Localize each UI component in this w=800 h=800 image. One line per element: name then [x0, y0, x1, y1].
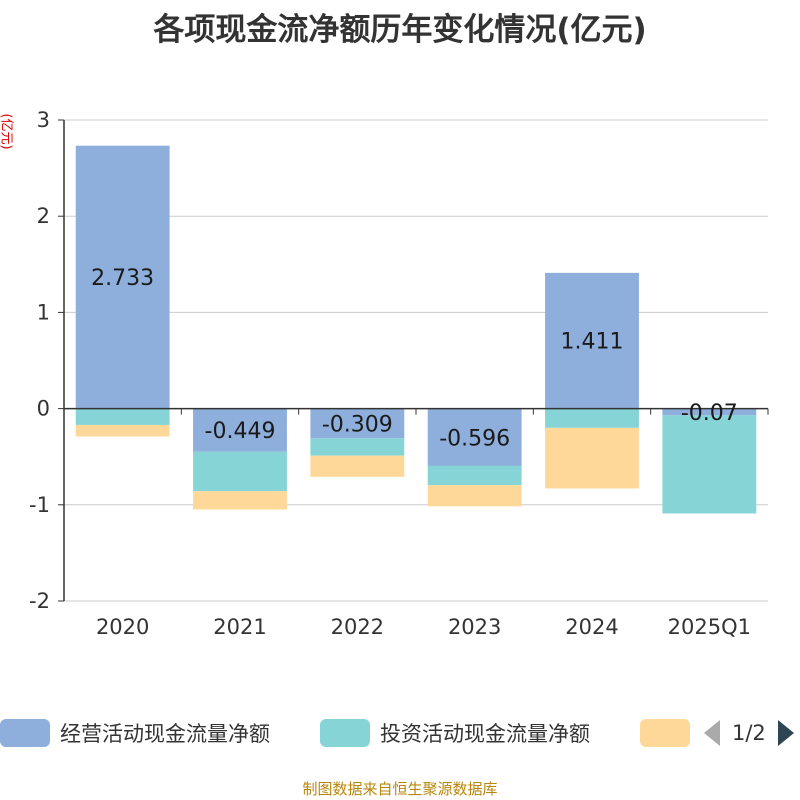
bar-investing: [193, 451, 287, 492]
y-tick-label: -2: [29, 589, 50, 613]
legend-pager: 1/2: [700, 716, 800, 750]
data-label-operating: 1.411: [561, 330, 624, 355]
y-tick-label: 0: [37, 397, 50, 421]
data-label-operating: -0.309: [322, 412, 393, 437]
x-tick-label: 2023: [448, 615, 501, 639]
legend-swatch-investing: [320, 719, 370, 747]
data-label-operating: 2.733: [91, 266, 154, 291]
bar-financing: [193, 491, 287, 510]
bar-financing: [75, 424, 170, 437]
bar-investing: [427, 465, 522, 486]
y-tick-label: 2: [37, 204, 50, 228]
legend-label-operating: 经营活动现金流量净额: [60, 722, 270, 746]
legend: 经营活动现金流量净额 投资活动现金流量净额: [0, 716, 800, 750]
data-label-operating: -0.449: [205, 419, 276, 444]
y-tick-label: 1: [37, 300, 50, 324]
bar-operating: [662, 408, 757, 416]
legend-swatch-financing: [640, 719, 690, 747]
bar-financing: [427, 485, 522, 507]
bar-investing: [310, 438, 405, 456]
legend-page-indicator: 1/2: [732, 721, 766, 745]
bar-financing: [310, 455, 405, 477]
bar-investing: [75, 408, 170, 425]
y-tick-label: 3: [37, 108, 50, 132]
data-label-operating: -0.07: [681, 401, 738, 426]
chart-title: 各项现金流净额历年变化情况(亿元): [153, 12, 647, 48]
bar-operating: [545, 272, 639, 409]
legend-next-page-icon[interactable]: [777, 720, 794, 746]
data-label-operating: -0.596: [439, 426, 510, 451]
legend-item-operating[interactable]: 经营活动现金流量净额: [0, 716, 270, 750]
x-tick-label: 2022: [331, 615, 384, 639]
legend-label-investing: 投资活动现金流量净额: [380, 722, 590, 746]
source-note: 制图数据来自恒生聚源数据库: [302, 780, 498, 798]
x-tick-label: 2024: [565, 615, 618, 639]
stacked-bar-chart: 3 2 1 0 -1 -2 2020 2021 2022 2023 2024 2025Q1 2.733 -…: [29, 108, 769, 639]
bar-investing: [545, 408, 639, 428]
legend-item-investing[interactable]: 投资活动现金流量净额: [320, 716, 590, 750]
legend-item-financing[interactable]: [640, 716, 690, 750]
x-tick-label: 2021: [213, 615, 266, 639]
x-tick-label: 2020: [96, 615, 149, 639]
bar-investing: [662, 415, 757, 514]
legend-prev-page-icon[interactable]: [704, 720, 720, 746]
legend-swatch-operating: [0, 719, 50, 747]
bar-financing: [545, 427, 639, 489]
bar-operating: [193, 408, 287, 452]
bar-operating: [427, 408, 522, 466]
bar-operating: [310, 408, 405, 439]
bar-operating: [75, 145, 170, 409]
x-tick-label: 2025Q1: [668, 615, 751, 639]
y-tick-label: -1: [29, 493, 50, 517]
